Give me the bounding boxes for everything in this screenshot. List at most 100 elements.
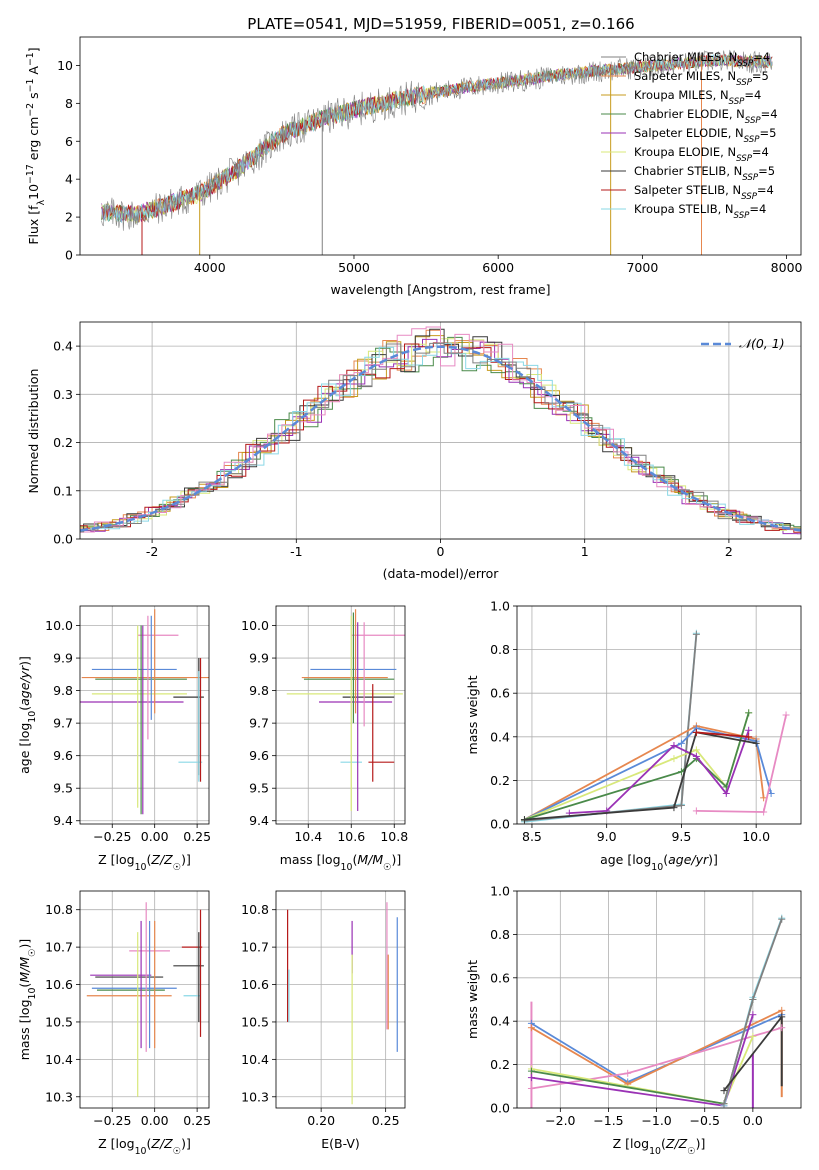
- axes-frame: [79, 321, 802, 540]
- x-tick-label: 5000: [338, 260, 370, 275]
- x-axis-label: age [log10(age/yr)]: [600, 852, 718, 873]
- axes-frame: [516, 605, 802, 825]
- axes-frame: [79, 890, 210, 1109]
- y-tick-label: 9.6: [53, 748, 73, 763]
- x-tick-label: 8000: [771, 260, 803, 275]
- y-tick-label: 0.0: [490, 817, 510, 832]
- y-tick-label: 9.4: [53, 813, 73, 828]
- x-tick-label: 0.25: [183, 829, 211, 844]
- x-tick-label: 8.5: [522, 829, 542, 844]
- x-tick-label: -2: [146, 544, 158, 559]
- axes-age_vs_Z: −0.25 0.00 0.25 9.4 9.5 9.6 9.7 9.8 9.9 10.0 Z [lo…: [17, 605, 211, 873]
- y-axis-label: mass weight: [465, 960, 480, 1039]
- y-tick-label: 0: [65, 248, 73, 263]
- histogram-9: [80, 342, 801, 533]
- axes-weight_vs_age: 8.5 9.0 9.5 10.0 0.0 0.2 0.4 0.6 0.8 1.0 age [log1…: [465, 599, 802, 873]
- gaussian-curve: [80, 345, 801, 532]
- x-tick-label: 4000: [194, 260, 226, 275]
- plot-area-mass_vs_EBV: [287, 902, 398, 1105]
- y-tick-label: 9.4: [249, 813, 269, 828]
- y-tick-label: 0.1: [53, 483, 73, 498]
- y-tick-label: 10.7: [241, 940, 269, 955]
- y-tick-label: 0.2: [53, 435, 73, 450]
- y-tick-label: 0.0: [490, 1101, 510, 1116]
- axes-frame: [79, 36, 802, 256]
- y-axis-label: mass [log10(M/M☉)]: [17, 939, 38, 1061]
- plot-area-weight_vs_age: [520, 629, 790, 824]
- y-axis-label: Flux [fλ10−17 erg cm−2 s−1 A−1]: [25, 47, 47, 244]
- y-tick-label: 0.2: [490, 773, 510, 788]
- legend-label: 𝒩(0, 1): [739, 336, 785, 351]
- axes-frame: [79, 605, 210, 825]
- y-tick-label: 0.0: [53, 532, 73, 547]
- x-tick-label: 0.00: [141, 1113, 169, 1128]
- y-tick-label: 10.3: [241, 1089, 269, 1104]
- axes-mass_vs_Z: −0.25 0.00 0.25 10.3 10.4 10.5 10.6 10.7 10.8 Z […: [17, 890, 211, 1157]
- axes-frame: [275, 890, 406, 1109]
- y-axis-label: age [log10(age/yr)]: [17, 656, 38, 774]
- y-tick-label: 0.4: [53, 339, 73, 354]
- x-axis-label: Z [log10(Z/Z☉)]: [98, 852, 191, 873]
- y-tick-label: 6: [65, 134, 73, 149]
- legend-label: Kroupa ELODIE, NSSP=4: [634, 145, 769, 164]
- plot-area-residuals: [80, 326, 801, 535]
- axes-age_vs_mass: 10.4 10.6 10.8 9.4 9.5 9.6 9.7 9.8 9.9 10.0 mass […: [241, 605, 408, 873]
- x-tick-label: 0.00: [141, 829, 169, 844]
- x-tick-label: 10.4: [294, 829, 322, 844]
- x-axis-label: E(B-V): [321, 1136, 360, 1151]
- y-tick-label: 9.5: [249, 781, 269, 796]
- x-tick-label: -1: [290, 544, 302, 559]
- weight-line-8: [723, 1016, 783, 1092]
- legend-label: Salpeter ELODIE, NSSP=5: [634, 126, 776, 145]
- y-tick-label: 4: [65, 172, 73, 187]
- y-tick-label: 8: [65, 96, 73, 111]
- y-tick-label: 9.7: [249, 716, 269, 731]
- x-tick-label: 10.0: [742, 829, 770, 844]
- x-axis-label: Z [log10(Z/Z☉)]: [98, 1136, 191, 1157]
- y-tick-label: 9.7: [53, 716, 73, 731]
- y-tick-label: 0.2: [490, 1057, 510, 1072]
- y-tick-label: 9.9: [53, 651, 73, 666]
- x-tick-label: 6000: [482, 260, 514, 275]
- x-axis-label: mass [log10(M/M☉)]: [280, 852, 402, 873]
- y-tick-label: 9.9: [249, 651, 269, 666]
- weight-line-7: [524, 731, 757, 821]
- x-tick-label: 0: [437, 544, 445, 559]
- axes-spectrum: 4000 5000 6000 7000 8000 0 2 4 6 8 10 Chabrier MILE…: [25, 36, 803, 297]
- axes-weight_vs_Z: −2.0 −1.5 −1.0 −0.5 0.0 0.0 0.2 0.4 0.6 0.8 1.0 Z […: [465, 884, 802, 1157]
- plot-area-age_vs_Z: [80, 609, 209, 815]
- y-tick-label: 0.4: [490, 1014, 510, 1029]
- x-tick-label: −1.0: [641, 1113, 671, 1128]
- x-axis-label: Z [log10(Z/Z☉)]: [613, 1136, 706, 1157]
- legend-label: Salpeter STELIB, NSSP=4: [634, 183, 774, 202]
- spectrum-line-0: [101, 49, 773, 231]
- plot-area-mass_vs_Z: [86, 902, 204, 1097]
- plot-area-age_vs_mass: [286, 609, 405, 811]
- x-tick-label: 10.8: [380, 829, 408, 844]
- legend-label: Kroupa MILES, NSSP=4: [634, 88, 761, 107]
- y-tick-label: 0.3: [53, 387, 73, 402]
- x-tick-label: 0.0: [743, 1113, 763, 1128]
- y-tick-label: 10.0: [241, 618, 269, 633]
- figure-title: PLATE=0541, MJD=51959, FIBERID=0051, z=0…: [247, 15, 634, 33]
- y-tick-label: 0.8: [490, 642, 510, 657]
- x-tick-label: 1: [581, 544, 589, 559]
- y-tick-label: 9.8: [249, 683, 269, 698]
- axes-residuals: -2 -1 0 1 2 0.0 0.1 0.2 0.3 0.4 𝒩(0, 1) (data-model…: [26, 321, 802, 581]
- x-tick-label: 9.0: [597, 829, 617, 844]
- x-tick-label: 2: [725, 544, 733, 559]
- weight-line-6: [569, 729, 750, 814]
- y-axis-label: mass weight: [465, 675, 480, 754]
- x-tick-label: −1.5: [593, 1113, 623, 1128]
- x-tick-label: 0.25: [183, 1113, 211, 1128]
- legend-label: Kroupa STELIB, NSSP=4: [634, 202, 766, 221]
- y-tick-label: 2: [65, 210, 73, 225]
- y-tick-label: 0.8: [490, 927, 510, 942]
- plot-area-spectrum: [101, 49, 773, 255]
- y-tick-label: 10.8: [45, 902, 73, 917]
- y-tick-label: 0.4: [490, 729, 510, 744]
- x-tick-label: −2.0: [545, 1113, 575, 1128]
- legend-label: Chabrier ELODIE, NSSP=4: [634, 107, 778, 126]
- weight-line-9: [696, 731, 749, 738]
